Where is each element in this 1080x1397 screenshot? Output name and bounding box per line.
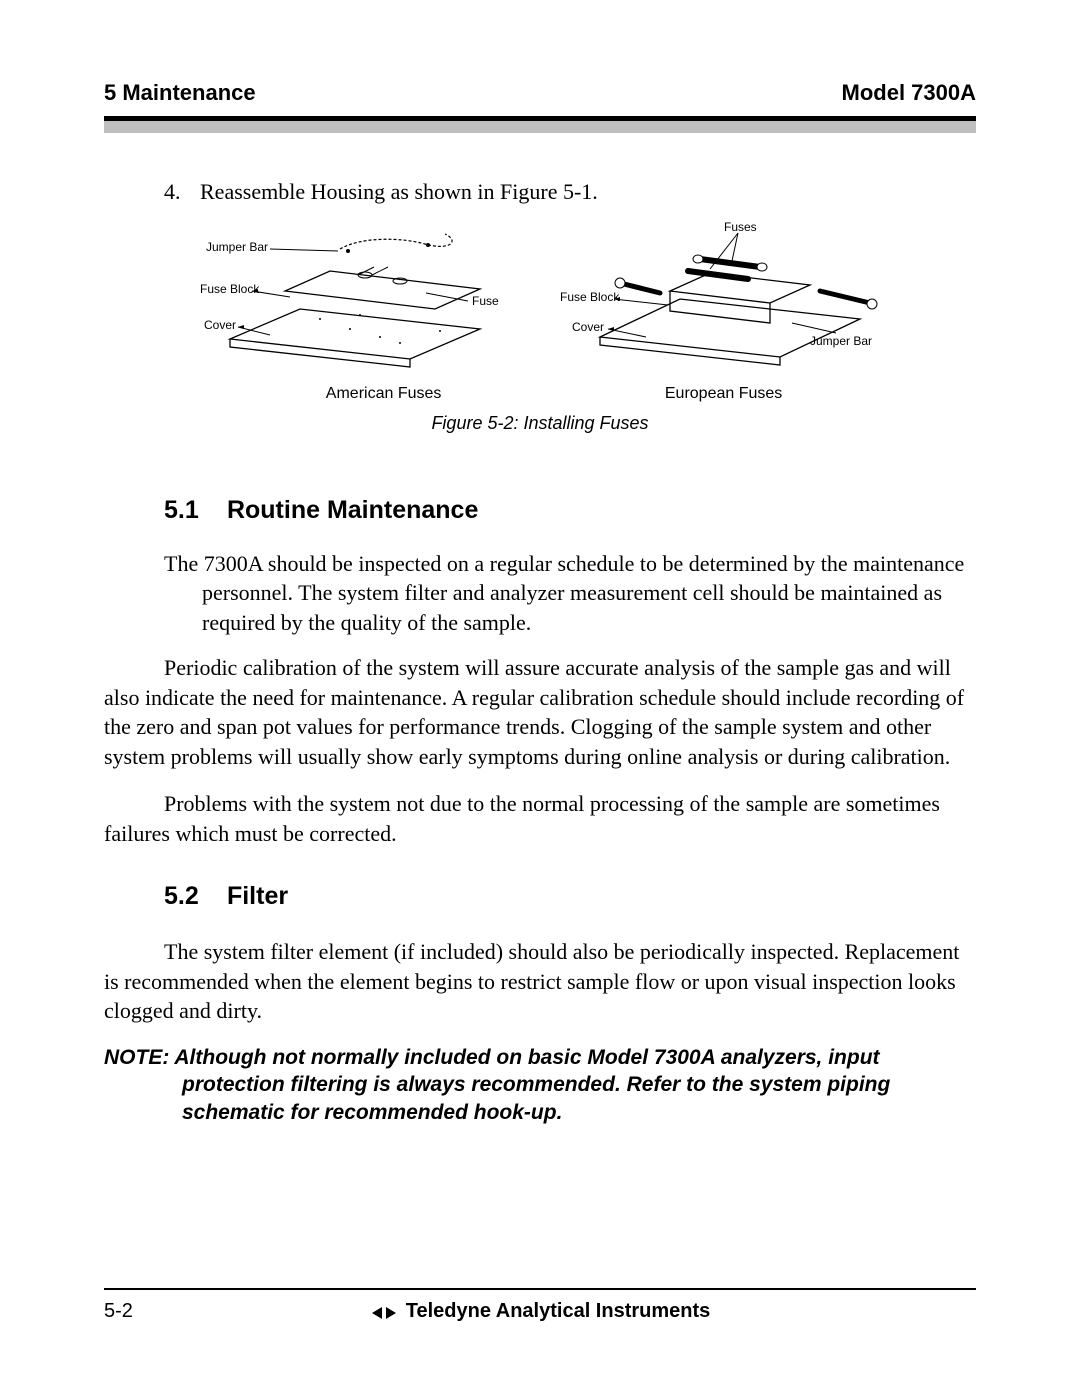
section-title: Routine Maintenance [227, 496, 478, 524]
paragraph: Problems with the system not due to the … [104, 789, 976, 848]
diagram-label-fuse-block-r: Fuse Block [560, 290, 620, 304]
list-number: 4. [164, 179, 200, 205]
note-paragraph: NOTE: Although not normally included on … [104, 1044, 976, 1127]
paragraph: The system filter element (if included) … [104, 937, 976, 1025]
diagram-label-jumper-bar-r: Jumper Bar [810, 334, 872, 348]
diagram-label-fuses: Fuses [724, 220, 757, 234]
figure-label-right: European Fuses [567, 385, 880, 403]
diagram-label-fuse-block: Fuse Block [200, 282, 260, 296]
page-number: 5-2 [104, 1300, 274, 1323]
diagram-label-fuse: Fuse [472, 294, 499, 308]
figure-sublabels: American Fuses European Fuses [200, 385, 880, 403]
footer-brand: Teledyne Analytical Instruments [274, 1300, 806, 1323]
figure: Jumper Bar Fuse Block Cover Fuse [104, 219, 976, 434]
ordered-list-item: 4. Reassemble Housing as shown in Figure… [164, 179, 976, 205]
diagram-label-jumper-bar: Jumper Bar [206, 240, 268, 254]
paragraph: Periodic calibration of the system will … [104, 653, 976, 771]
figure-caption: Figure 5-2: Installing Fuses [431, 413, 648, 434]
section-heading-5-2: 5.2 Filter [164, 882, 976, 911]
paragraph: The 7300A should be inspected on a regul… [164, 549, 976, 637]
section-num: 5.1 [164, 496, 220, 525]
section-title: Filter [227, 882, 288, 910]
section-heading-5-1: 5.1 Routine Maintenance [164, 496, 976, 525]
footer-brand-text: Teledyne Analytical Instruments [406, 1300, 711, 1323]
figure-svg: Jumper Bar Fuse Block Cover Fuse [200, 219, 880, 379]
figure-label-left: American Fuses [200, 385, 567, 403]
page-header: 5 Maintenance Model 7300A [104, 80, 976, 106]
brand-logo-icon [370, 1304, 398, 1320]
section-num: 5.2 [164, 882, 220, 911]
diagram-label-cover: Cover [204, 318, 236, 332]
page-footer: 5-2 Teledyne Analytical Instruments [104, 1288, 976, 1323]
header-right: Model 7300A [842, 80, 977, 106]
diagram-label-cover-r: Cover [572, 320, 604, 334]
header-left: 5 Maintenance [104, 80, 256, 106]
content: 4. Reassemble Housing as shown in Figure… [104, 133, 976, 1127]
page: 5 Maintenance Model 7300A 4. Reassemble … [0, 0, 1080, 1127]
footer-rule [104, 1288, 976, 1290]
list-text: Reassemble Housing as shown in Figure 5-… [200, 179, 598, 205]
header-rule-shadow [104, 121, 976, 133]
